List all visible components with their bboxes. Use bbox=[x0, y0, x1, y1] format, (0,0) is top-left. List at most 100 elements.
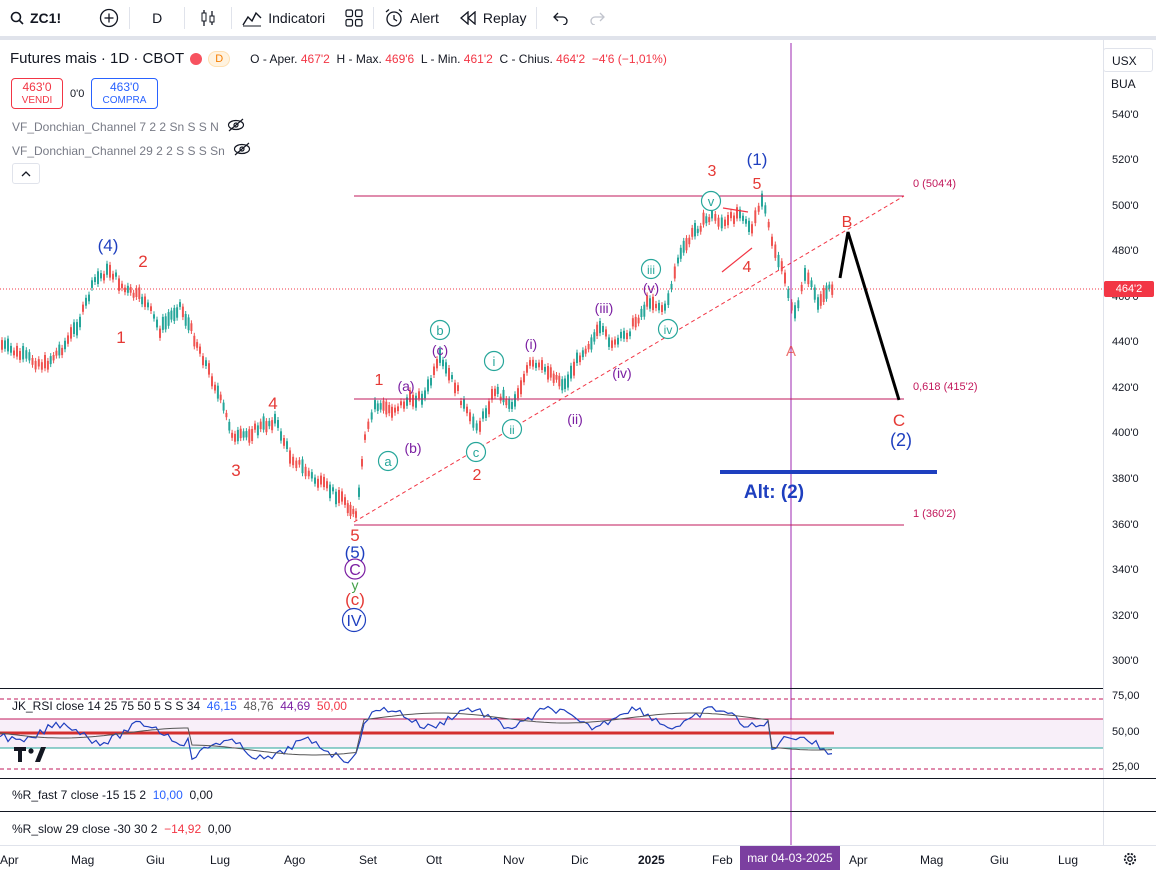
wave-label: 3 bbox=[231, 461, 240, 480]
candle-body bbox=[794, 305, 796, 319]
candle-body bbox=[70, 327, 72, 339]
candle-body bbox=[637, 317, 640, 324]
pane-separator[interactable] bbox=[0, 811, 1156, 812]
eye-hidden-icon[interactable] bbox=[227, 118, 245, 135]
candle-body bbox=[745, 219, 747, 224]
candle-body bbox=[466, 406, 468, 414]
price-axis-label: 420'0 bbox=[1112, 382, 1139, 394]
candle-body bbox=[730, 212, 732, 219]
candle-body bbox=[265, 421, 268, 433]
compare-button[interactable] bbox=[89, 0, 129, 36]
time-axis-label: Ott bbox=[426, 853, 443, 867]
candle-body bbox=[106, 263, 108, 275]
templates-button[interactable] bbox=[335, 0, 373, 36]
candle-body bbox=[379, 403, 382, 410]
candle-body bbox=[370, 412, 373, 420]
unit-select[interactable]: BUA bbox=[1111, 77, 1136, 91]
time-axis-label: Mag bbox=[71, 853, 95, 867]
pane-separator[interactable] bbox=[0, 778, 1156, 779]
settings-button[interactable] bbox=[1122, 851, 1138, 872]
candle-body bbox=[28, 352, 31, 361]
candle-body bbox=[496, 386, 499, 394]
pane-separator[interactable] bbox=[0, 688, 1103, 689]
candle-body bbox=[391, 406, 393, 418]
currency-select[interactable]: USX bbox=[1103, 48, 1153, 72]
candle-body bbox=[640, 308, 643, 317]
candle-body bbox=[761, 193, 763, 207]
indicator-donchian-7[interactable]: VF_Donchian_Channel 7 2 2 Sn S S N bbox=[12, 118, 245, 135]
rewind-icon bbox=[459, 11, 477, 25]
candle-body bbox=[332, 487, 334, 492]
candle-body bbox=[688, 237, 691, 245]
candle-body bbox=[34, 360, 37, 370]
time-axis[interactable] bbox=[0, 845, 1156, 875]
candle-body bbox=[646, 295, 649, 307]
time-axis-label: Mag bbox=[920, 853, 944, 867]
candle-body bbox=[708, 217, 711, 223]
candle-body bbox=[529, 360, 531, 366]
redo-button[interactable] bbox=[583, 0, 613, 36]
candle-body bbox=[268, 420, 271, 427]
eye-hidden-icon[interactable] bbox=[233, 142, 251, 159]
candle-body bbox=[323, 476, 325, 488]
price-axis-label: 300'0 bbox=[1112, 655, 1139, 667]
candle-body bbox=[256, 425, 259, 436]
candle-body bbox=[427, 379, 429, 392]
undo-button[interactable] bbox=[537, 0, 583, 36]
candle-body bbox=[424, 390, 426, 399]
candle-body bbox=[135, 288, 138, 297]
wave-label: (2) bbox=[890, 430, 912, 450]
candle-body bbox=[724, 219, 726, 227]
candle-body bbox=[286, 441, 288, 449]
candle-body bbox=[394, 407, 396, 413]
price-axis-label: 320'0 bbox=[1112, 610, 1139, 622]
candle-body bbox=[115, 272, 117, 277]
alert-button[interactable]: Alert bbox=[374, 0, 449, 36]
candle-body bbox=[623, 330, 625, 339]
candle-body bbox=[346, 503, 349, 514]
candle-body bbox=[673, 266, 676, 279]
candle-body bbox=[787, 289, 790, 298]
candle-body bbox=[573, 361, 575, 376]
candle-body bbox=[454, 382, 456, 394]
candle-body bbox=[91, 280, 93, 288]
indicator-donchian-29[interactable]: VF_Donchian_Channel 29 2 2 S S S Sn bbox=[12, 142, 251, 159]
candle-body bbox=[469, 412, 471, 422]
candle-body bbox=[403, 401, 405, 409]
candle-body bbox=[764, 205, 767, 214]
interval-button[interactable]: D bbox=[130, 0, 184, 36]
indicators-button[interactable]: Indicatori bbox=[232, 0, 335, 36]
candle-body bbox=[547, 366, 549, 380]
candle-body bbox=[491, 389, 493, 400]
sell-button[interactable]: 463'0 VENDI bbox=[11, 78, 63, 109]
candle-body bbox=[184, 314, 187, 326]
replay-button[interactable]: Replay bbox=[449, 0, 537, 36]
time-axis-label: Giu bbox=[146, 853, 165, 867]
wave-label: (a) bbox=[397, 378, 414, 394]
candle-body bbox=[141, 296, 144, 305]
candle-body bbox=[283, 438, 285, 446]
wave-label: (c) bbox=[432, 342, 448, 358]
wave-circle bbox=[640, 258, 662, 280]
price-chart[interactable]: 0 (504'4) 0,618 (415'2) 1 (360'2) (4) 2 … bbox=[0, 40, 1103, 845]
candle-body bbox=[211, 376, 213, 387]
time-axis-label: Giu bbox=[990, 853, 1009, 867]
candle-body bbox=[406, 397, 408, 406]
candle-body bbox=[472, 416, 475, 428]
candle-body bbox=[385, 401, 388, 415]
rsi-line bbox=[0, 705, 833, 764]
candle-body bbox=[777, 254, 780, 268]
candle-body bbox=[234, 433, 236, 442]
collapse-legend-button[interactable] bbox=[12, 163, 40, 184]
candle-body bbox=[205, 360, 207, 366]
projection-path bbox=[838, 231, 901, 401]
price-axis[interactable] bbox=[1103, 40, 1156, 845]
symbol-search[interactable]: ZC1! bbox=[0, 0, 71, 36]
chart-type-button[interactable] bbox=[185, 0, 231, 36]
candle-body bbox=[190, 323, 193, 331]
buy-button[interactable]: 463'0 COMPRA bbox=[91, 78, 158, 109]
candle-body bbox=[705, 216, 708, 224]
candle-body bbox=[733, 215, 735, 224]
candle-body bbox=[584, 348, 587, 354]
candle-body bbox=[187, 317, 190, 331]
